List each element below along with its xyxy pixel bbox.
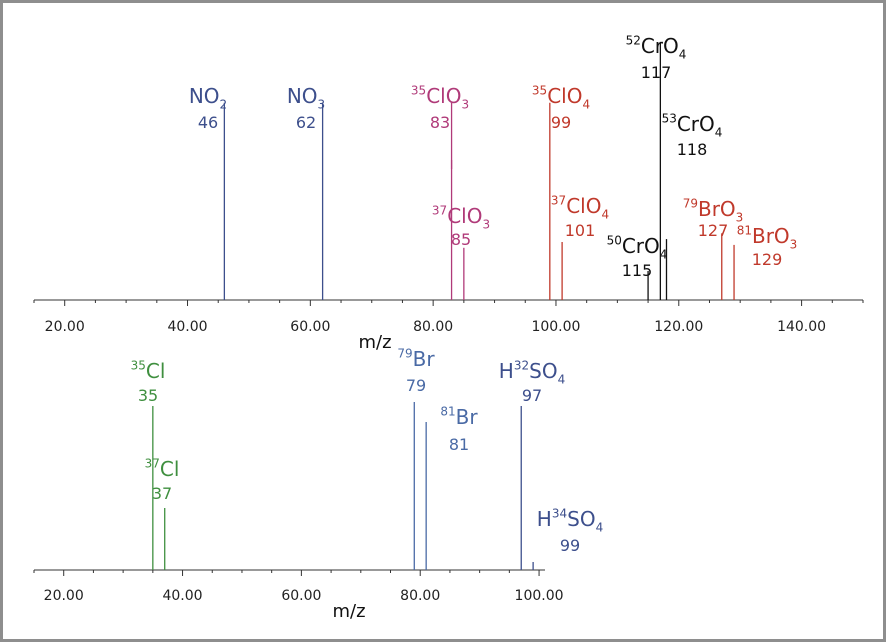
upper-spectrum: 20.00 40.00 60.00 80.00 100.00 120.00 140.00 N… (33, 34, 864, 353)
mass-spectra-chart: 20.00 40.00 60.00 80.00 100.00 120.00 140.00 N… (33, 34, 864, 622)
lower-x-axis-label: m/z (332, 601, 365, 622)
peak-mass-label-129: 129 (752, 250, 783, 269)
upper-x-tick-label: 140.00 (777, 319, 826, 335)
upper-x-axis-label: m/z (358, 332, 391, 353)
lower-x-tick-label: 80.00 (400, 588, 440, 604)
peak-formula-label-99: H34SO4 (537, 507, 603, 535)
peak-mass-label-101: 101 (565, 221, 596, 240)
lower-x-tick-label: 100.00 (515, 588, 564, 604)
peak-formula-label-115: 50CrO4 (607, 234, 668, 262)
peak-mass-label-46: 46 (198, 113, 218, 132)
peak-mass-label-37: 37 (152, 484, 172, 503)
peak-formula-label-85: 37ClO3 (432, 204, 490, 232)
peak-formula-label-79: 79Br (397, 347, 435, 371)
peak-mass-label-97: 97 (522, 386, 542, 405)
peak-mass-label-127: 127 (698, 221, 729, 240)
peak-mass-label-83: 83 (430, 113, 450, 132)
upper-x-tick-label: 20.00 (45, 319, 85, 335)
peak-mass-label-35: 35 (138, 386, 158, 405)
upper-x-tick-label: 80.00 (413, 319, 453, 335)
peak-mass-label-99: 99 (551, 113, 571, 132)
lower-x-tick-label: 20.00 (44, 588, 84, 604)
peak-formula-label-99: 35ClO4 (532, 84, 590, 112)
peak-formula-label-127: 79BrO3 (683, 197, 744, 225)
lower-spectrum: 20.00 40.00 60.00 80.00 100.00 35Cl 35 37Cl 37 7… (33, 347, 603, 622)
peak-formula-label-97: H32SO4 (499, 359, 565, 387)
peak-mass-label-62: 62 (296, 113, 316, 132)
peak-formula-label-83: 35ClO3 (411, 84, 469, 112)
peak-formula-label-35: 35Cl (131, 359, 166, 383)
peak-formula-label-37: 37Cl (145, 457, 180, 481)
upper-x-tick-label: 100.00 (531, 319, 580, 335)
upper-x-tick-label: 120.00 (654, 319, 703, 335)
peak-formula-label-118: 53CrO4 (662, 112, 723, 140)
lower-x-tick-label: 60.00 (281, 588, 321, 604)
peak-mass-label-117: 117 (641, 63, 672, 82)
peak-mass-label-85: 85 (451, 230, 471, 249)
peak-mass-label-79: 79 (406, 376, 426, 395)
upper-x-tick-label: 60.00 (290, 319, 330, 335)
lower-x-tick-label: 40.00 (162, 588, 202, 604)
peak-formula-label-62: NO3 (287, 84, 325, 112)
peak-formula-label-101: 37ClO4 (551, 194, 609, 222)
peak-formula-label-81: 81Br (440, 405, 478, 429)
peak-mass-label-81: 81 (449, 435, 469, 454)
peak-mass-label-115: 115 (622, 261, 653, 280)
peak-formula-label-129: 81BrO3 (737, 224, 798, 252)
peak-mass-label-118: 118 (677, 140, 708, 159)
upper-x-tick-label: 40.00 (167, 319, 207, 335)
peak-mass-label-99: 99 (560, 536, 580, 555)
peak-formula-label-117: 52CrO4 (626, 34, 687, 62)
peak-formula-label-46: NO2 (189, 84, 227, 112)
